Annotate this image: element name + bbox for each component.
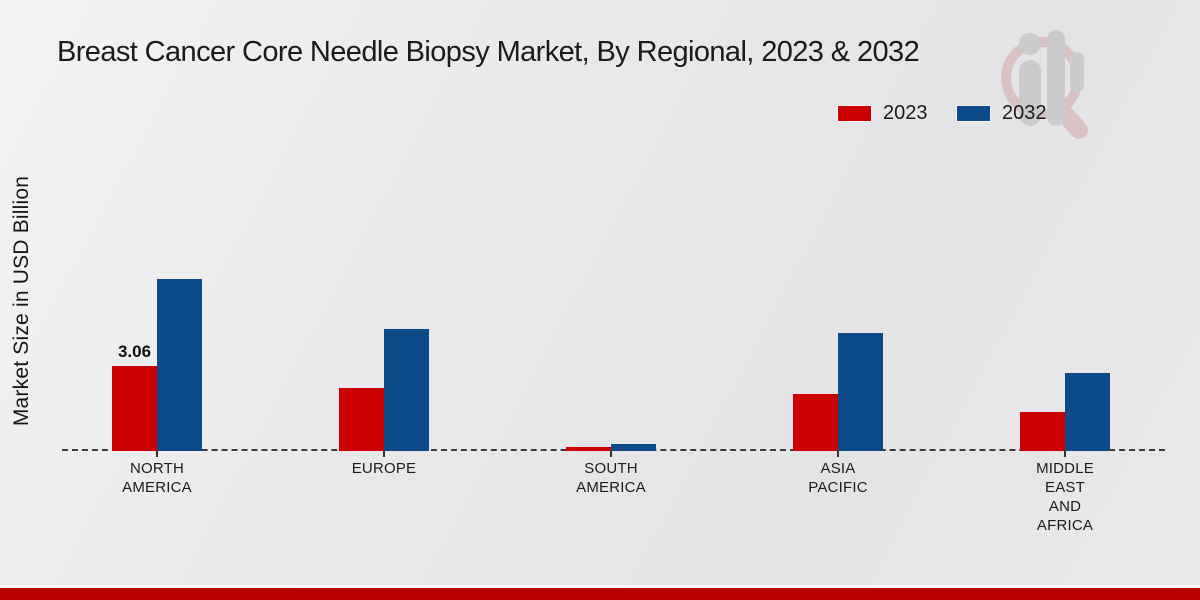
watermark-logo-icon [1001, 30, 1089, 139]
bar-2023-asia-pacific [793, 394, 838, 451]
category-label-south-america: SOUTH AMERICA [576, 460, 646, 496]
category-label-middle-east-and-africa: MIDDLE EAST AND AFRICA [1036, 460, 1094, 534]
bar-2023-europe [339, 388, 384, 451]
legend-label-2023: 2023 [883, 102, 928, 124]
category-label-europe: EUROPE [351, 460, 417, 477]
chart-title: Breast Cancer Core Needle Biopsy Market,… [57, 36, 920, 68]
axis-tick [156, 451, 158, 457]
bar-2023-north-america [112, 366, 157, 451]
bar-2023-middle-east-and-africa [1020, 412, 1065, 451]
legend-label-2032: 2032 [1002, 102, 1047, 124]
footer-divider [0, 585, 1200, 588]
bar-2032-south-america [611, 444, 656, 451]
y-axis-label: Market Size in USD Billion [10, 175, 33, 427]
legend-swatch-2023 [838, 106, 871, 121]
axis-tick [837, 451, 839, 457]
bar-2032-middle-east-and-africa [1065, 373, 1110, 451]
category-label-north-america: NORTH AMERICA [122, 460, 192, 496]
bar-2023-south-america [566, 447, 611, 451]
bar-2032-north-america [157, 279, 202, 451]
legend-swatch-2032 [957, 106, 990, 121]
axis-tick [610, 451, 612, 457]
bar-2032-asia-pacific [838, 333, 883, 451]
footer-red-stripe [0, 588, 1200, 600]
axis-tick [1064, 451, 1066, 457]
axis-tick [383, 451, 385, 457]
category-label-asia-pacific: ASIA PACIFIC [808, 460, 868, 496]
bar-2032-europe [384, 329, 429, 451]
bar-value-label: 3.06 [117, 342, 152, 361]
